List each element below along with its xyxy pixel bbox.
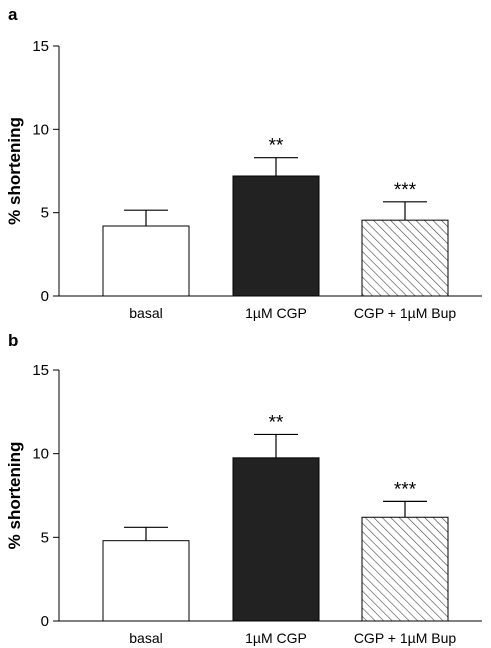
- significance-marker: **: [269, 412, 284, 433]
- bar: [361, 516, 449, 622]
- bar: [361, 219, 449, 297]
- y-axis-label: % shortening: [5, 117, 24, 225]
- significance-marker: **: [269, 136, 284, 157]
- y-tick-label: 5: [41, 529, 49, 546]
- x-tick-label: 1µM CGP: [245, 630, 307, 646]
- y-tick-label: 5: [41, 205, 49, 222]
- y-tick-label: 10: [32, 121, 49, 138]
- bar: [102, 225, 190, 297]
- x-tick-label: basal: [129, 630, 162, 646]
- y-tick-label: 15: [32, 38, 49, 55]
- chart-panel-b: b % shortening 0 5 10 15 basal ** 1µM CGP *** CGP …: [5, 331, 482, 646]
- panel-letter: a: [8, 5, 18, 24]
- x-tick-label: 1µM CGP: [245, 305, 307, 321]
- x-tick-label: CGP + 1µM Bup: [354, 630, 457, 646]
- y-tick-label: 0: [41, 288, 49, 305]
- y-axis-label: % shortening: [5, 442, 24, 550]
- bar: [102, 540, 190, 622]
- y-tick-label: 15: [32, 362, 49, 379]
- panel-letter: b: [8, 331, 18, 350]
- bar: [232, 457, 320, 622]
- x-tick-label: basal: [129, 305, 162, 321]
- bar: [232, 175, 320, 297]
- y-tick-label: 10: [32, 446, 49, 463]
- significance-marker: ***: [394, 180, 417, 201]
- chart-panel-a: a % shortening 0 5 10 15 basal ** 1µM CGP *** CGP …: [5, 5, 482, 321]
- significance-marker: ***: [394, 479, 417, 500]
- x-tick-label: CGP + 1µM Bup: [354, 305, 457, 321]
- y-tick-label: 0: [41, 613, 49, 630]
